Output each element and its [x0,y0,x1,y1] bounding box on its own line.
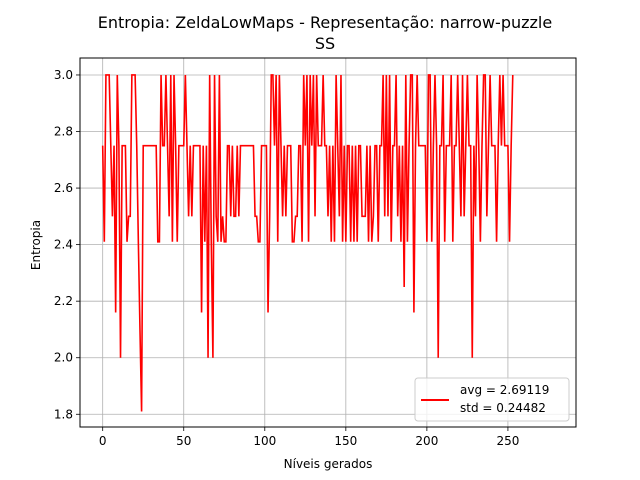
y-tick-label: 2.2 [54,294,73,308]
chart-subtitle: SS [315,34,335,53]
x-tick-label: 0 [99,434,107,448]
x-tick-label: 50 [176,434,191,448]
legend-std-label: std = 0.24482 [460,401,546,415]
series-line [101,74,514,412]
axis-ticks: 0 50 100 150 200 250 1.8 2.0 2.2 2.4 2.6 2.8 3.0 [54,68,519,448]
plot-frame [79,57,577,428]
y-tick-label: 2.8 [54,125,73,139]
legend-avg-label: avg = 2.69119 [460,383,549,397]
y-axis-label: Entropia [29,220,43,270]
x-tick-label: 200 [415,434,438,448]
y-tick-label: 1.8 [54,407,73,421]
series-group [101,74,514,412]
y-tick-label: 2.6 [54,181,73,195]
y-tick-label: 3.0 [54,68,73,82]
chart-title: Entropia: ZeldaLowMaps - Representação: … [98,13,552,32]
x-tick-label: 250 [496,434,519,448]
legend: avg = 2.69119 std = 0.24482 [414,377,570,422]
x-axis-label: Níveis gerados [284,457,373,471]
x-tick-label: 100 [253,434,276,448]
y-tick-label: 2.0 [54,351,73,365]
legend-box [414,377,570,422]
x-tick-label: 150 [334,434,357,448]
y-tick-label: 2.4 [54,238,73,252]
